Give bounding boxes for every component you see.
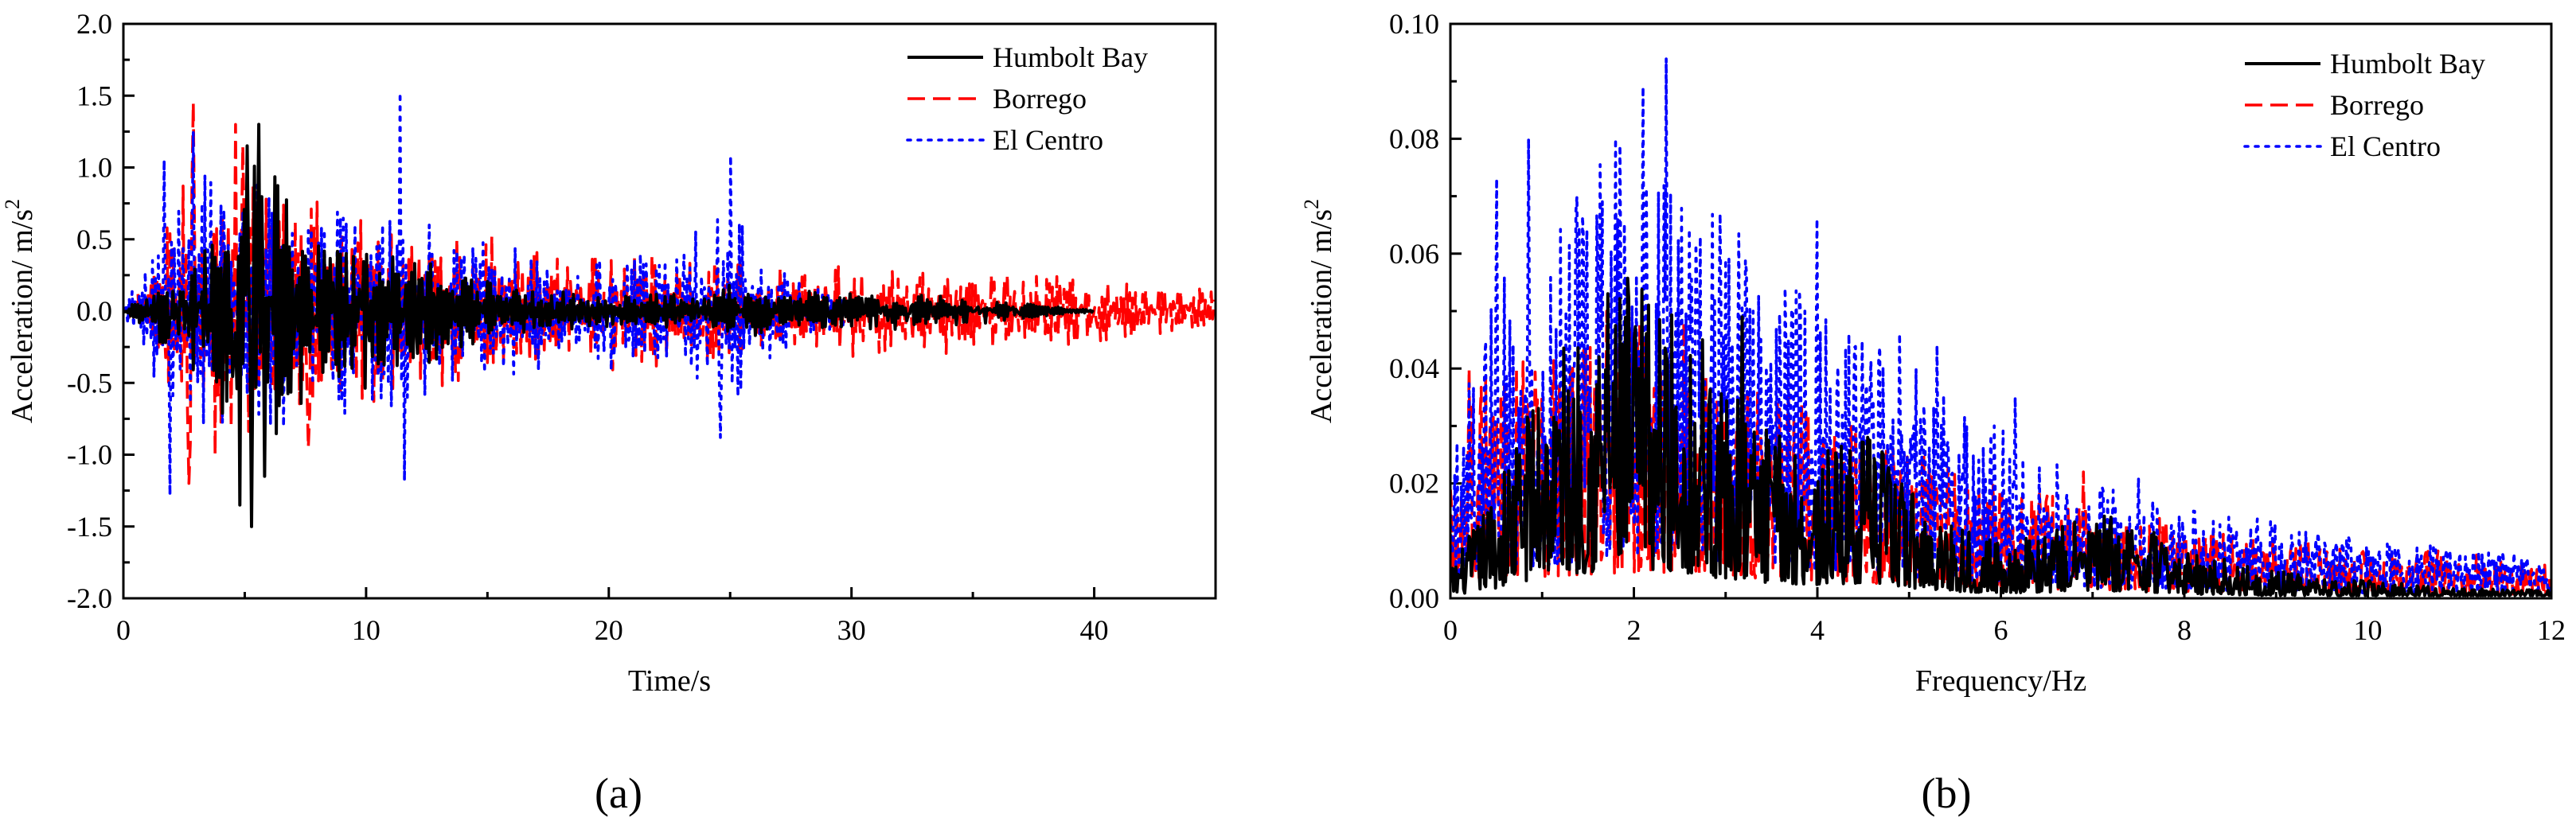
chart-panel-a: 0 10 20 30 40 -2.0 -1.5 -1.0 -0.5 0.0 0.5 1.0 1.5 2.0… [1,8,1217,817]
y-tick-label-3: -0.5 [67,367,112,399]
y-axis-label-a-sup: 2 [1,199,24,209]
x-tick-label-0: 0 [116,614,131,646]
y-tick-label-4: 0.0 [76,295,112,327]
y-tick-label-2: 0.04 [1389,352,1439,384]
y-tick-label-4: 0.08 [1389,123,1439,154]
panel-label-a: (a) [595,769,642,817]
x-tick-label-0: 0 [1443,614,1458,646]
y-tick-label-7: 1.5 [76,80,112,111]
panel-label-b: (b) [1922,769,1972,817]
x-tick-label-2: 4 [1810,614,1825,646]
y-axis-label-b-sup: 2 [1300,199,1323,209]
y-tick-label-3: 0.06 [1389,238,1439,270]
x-tick-label-1: 10 [352,614,381,646]
legend-b: Humbolt Bay Borrego El Centro [2243,48,2485,162]
legend-a: Humbolt Bay Borrego El Centro [906,41,1148,156]
tick-labels-b: 0 2 4 6 8 10 12 0.00 0.02 0.04 0.06 0.08 0.10 [1389,8,2566,646]
series-line-b-el-centro [1450,56,2551,596]
series-line-a-humbolt-bay [123,123,1095,528]
y-axis-label-a: Acceleration/ m/s2 [1,199,39,423]
x-tick-label-3: 30 [837,614,866,646]
legend-label-a-humbolt-bay: Humbolt Bay [993,41,1148,73]
x-tick-label-2: 20 [595,614,623,646]
chart-panel-b: 0 2 4 6 8 10 12 0.00 0.02 0.04 0.06 0.08 0.10 Freque… [1300,8,2566,817]
legend-label-b-borrego: Borrego [2330,89,2424,121]
x-tick-label-4: 40 [1080,614,1109,646]
plot-frame-b [1449,22,2553,600]
x-tick-label-5: 10 [2354,614,2383,646]
y-tick-label-6: 1.0 [76,152,112,184]
series-line-b-humbolt-bay [1450,276,2551,598]
y-axis-label-b: Acceleration/ m/s2 [1300,199,1338,423]
plot-frame-a [122,22,1217,600]
y-tick-label-1: 0.02 [1389,468,1439,500]
y-tick-label-0: 0.00 [1389,582,1439,614]
x-tick-label-1: 2 [1627,614,1641,646]
x-tick-label-3: 6 [1994,614,2008,646]
x-axis-label-a: Time/s [628,664,711,698]
tick-labels-a: 0 10 20 30 40 -2.0 -1.5 -1.0 -0.5 0.0 0.5 1.0 1.5 2.0 [67,8,1109,646]
y-tick-label-8: 2.0 [76,8,112,40]
y-tick-label-0: -2.0 [67,582,112,614]
x-axis-label-b: Frequency/Hz [1915,664,2086,698]
series-layer-b [1450,56,2551,598]
y-axis-label-b-text: Acceleration/ m/s [1305,209,1338,423]
x-tick-label-4: 8 [2177,614,2192,646]
y-tick-label-1: -1.5 [67,511,112,543]
series-layer-a [123,91,1216,528]
legend-label-b-el-centro: El Centro [2330,130,2441,162]
y-tick-label-5: 0.5 [76,224,112,255]
legend-label-a-borrego: Borrego [993,83,1087,115]
series-line-b-borrego [1450,309,2551,597]
legend-label-b-humbolt-bay: Humbolt Bay [2330,48,2485,80]
y-tick-label-2: -1.0 [67,439,112,471]
y-axis-label-a-text: Acceleration/ m/s [6,209,39,423]
y-tick-label-5: 0.10 [1389,8,1439,40]
legend-label-a-el-centro: El Centro [993,124,1103,156]
x-tick-label-6: 12 [2537,614,2566,646]
